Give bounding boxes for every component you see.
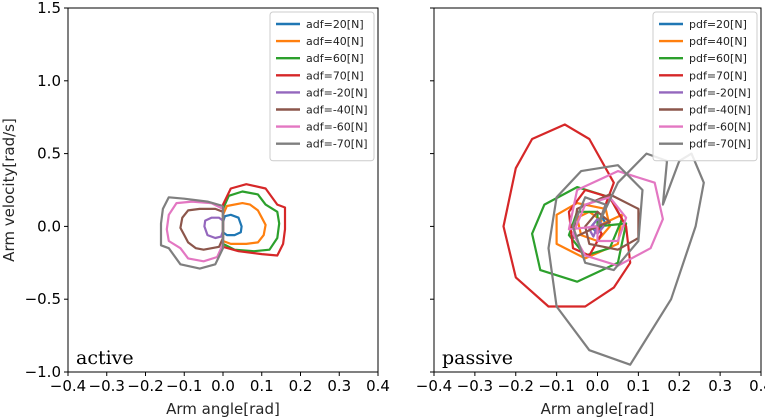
x-tick-label: 0.4: [366, 377, 390, 395]
legend-entry: pdf=-60[N]: [689, 121, 751, 134]
legend-entry: pdf=20[N]: [689, 18, 747, 31]
series-line-pdf-3: [502, 123, 632, 308]
x-tick-label: 0.2: [667, 377, 691, 395]
panel-label: active: [76, 347, 134, 369]
series-line-adf-4: [203, 216, 225, 240]
legend-entry: pdf=-40[N]: [689, 104, 751, 117]
series-line-adf-2: [221, 190, 281, 253]
active-panel: −0.4 −0.3 −0.2 −0.1 0.0 0.1 0.2 0.3 0.4 −1.0 −0.5 0…: [0, 0, 390, 417]
legend-entry: adf=-40[N]: [306, 104, 368, 117]
x-tick-label: −0.3: [89, 377, 125, 395]
y-tick-label: 0.5: [37, 145, 61, 163]
x-tick-label: 0.3: [327, 377, 351, 395]
passive-panel: −0.4 −0.3 −0.2−0.1 0.0 0.1 0.2 0.3 0.4 Arm angle…: [416, 7, 765, 417]
x-axis-label: Arm angle[rad]: [166, 400, 280, 417]
legend-entry: adf=40[N]: [306, 35, 364, 48]
y-tick-label: −1.0: [25, 363, 61, 381]
panel-label: passive: [442, 347, 513, 369]
x-tick-label: 0.3: [708, 377, 732, 395]
series-line-pdf-7: [547, 152, 705, 366]
series-line-adf-0: [221, 213, 243, 237]
y-axis-label: Arm velocity[rad/s]: [0, 118, 18, 262]
x-tick-label: 0.2: [289, 377, 313, 395]
series-line-adf-7: [159, 196, 225, 270]
legend-entry: adf=60[N]: [306, 52, 364, 65]
x-tick-label: −0.2: [127, 377, 163, 395]
x-tick-label: −0.1: [166, 377, 202, 395]
legend-entry: adf=-60[N]: [306, 121, 368, 134]
legend-entry: adf=-70[N]: [306, 138, 368, 151]
x-tick-label: 0.1: [250, 377, 274, 395]
legend-entry: adf=20[N]: [306, 18, 364, 31]
series-line-adf-1: [221, 202, 267, 245]
x-tick-label: −0.1: [538, 377, 574, 395]
y-tick-label: 1.0: [37, 72, 61, 90]
x-tick-label: −0.3: [457, 377, 493, 395]
series-line-pdf-5: [571, 193, 640, 251]
y-tick-label: 0.0: [37, 217, 61, 235]
series-line-adf-3: [221, 183, 287, 257]
x-tick-label: −0.4: [50, 377, 86, 395]
x-tick-label: 0.0: [211, 377, 235, 395]
x-tick-label: 0.4: [749, 377, 765, 395]
legend-entry: pdf=60[N]: [689, 52, 747, 65]
x-tick-label: 0.0: [586, 377, 610, 395]
x-tick-label: −0.2: [498, 377, 534, 395]
legend-entry: pdf=40[N]: [689, 35, 747, 48]
series-line-adf-5: [179, 207, 225, 251]
legend-box: [652, 11, 758, 162]
legend-box: [269, 11, 375, 162]
legend-entry: pdf=-70[N]: [689, 138, 751, 151]
legend-entry: pdf=-20[N]: [689, 86, 751, 99]
legend-entry: pdf=70[N]: [689, 69, 747, 82]
legend-entry: adf=-20[N]: [306, 86, 368, 99]
x-axis-label: Arm angle[rad]: [541, 400, 655, 417]
series-line-pdf-6: [567, 170, 664, 267]
x-tick-label: 0.1: [626, 377, 650, 395]
series-line-adf-6: [165, 200, 225, 263]
y-tick-label: −0.5: [25, 290, 61, 308]
legend-entry: adf=70[N]: [306, 69, 364, 82]
y-tick-label: 1.5: [37, 0, 61, 17]
x-tick-label: −0.4: [416, 377, 452, 395]
